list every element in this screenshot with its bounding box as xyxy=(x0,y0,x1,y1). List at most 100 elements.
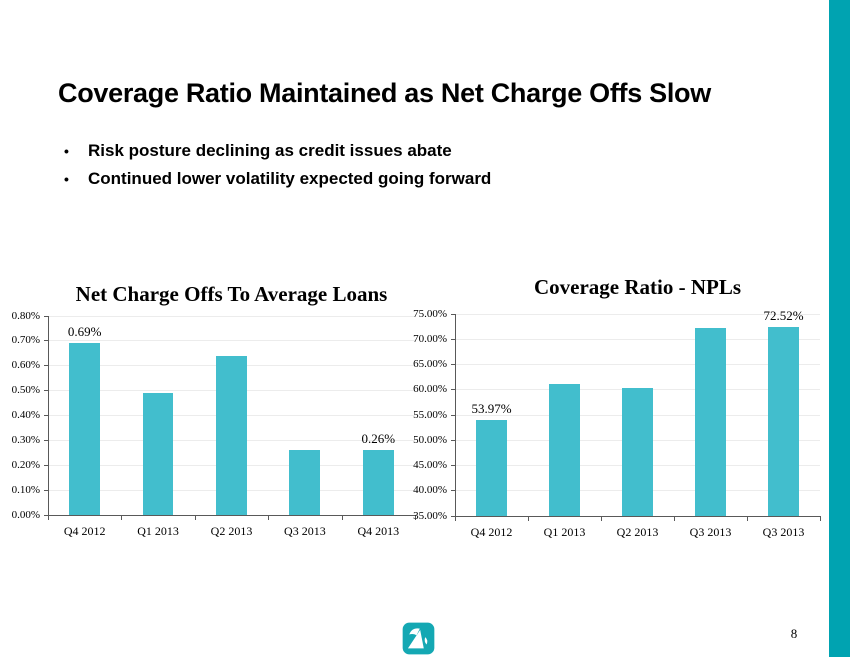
y-tick-mark xyxy=(451,338,455,340)
y-axis-tick-label: 35.00% xyxy=(413,509,447,522)
y-axis-tick-label: 65.00% xyxy=(413,358,447,370)
data-label: 0.26% xyxy=(361,431,396,447)
x-tick-mark xyxy=(601,517,602,521)
bar xyxy=(289,450,321,515)
y-tick-mark xyxy=(451,313,455,315)
x-axis-category-label: Q1 2013 xyxy=(543,525,586,539)
y-axis-tick-label: 0.60% xyxy=(11,359,40,372)
y-tick-mark xyxy=(44,365,48,367)
y-axis-line xyxy=(48,316,49,515)
x-axis-category-label: Q4 2013 xyxy=(357,524,400,538)
chart-coverage-ratio: Coverage Ratio - NPLs 35.00% 40.00% 45.00%… xyxy=(413,268,830,560)
bullet-item: • Continued lower volatility expected go… xyxy=(62,168,702,190)
bar xyxy=(362,450,394,515)
gridline xyxy=(455,313,820,315)
y-tick-mark xyxy=(451,389,455,391)
y-axis-tick-label: 55.00% xyxy=(413,408,447,421)
x-tick-mark xyxy=(194,516,196,520)
x-tick-mark xyxy=(268,516,270,520)
y-axis-tick-label: 0.30% xyxy=(11,433,40,446)
y-tick-mark xyxy=(44,390,48,392)
y-axis-line xyxy=(455,314,456,516)
y-axis-tick-label: 0.20% xyxy=(11,458,40,471)
y-axis-tick-label: 75.00% xyxy=(413,307,447,320)
gridline xyxy=(48,315,415,317)
gridline xyxy=(455,364,820,365)
x-tick-mark xyxy=(48,516,49,520)
logo-sail-large xyxy=(407,629,424,649)
bullet-dot: • xyxy=(64,143,69,159)
x-axis-line xyxy=(455,516,821,517)
data-label: 0.69% xyxy=(67,324,102,340)
logo-droplet xyxy=(424,637,428,645)
y-axis-tick-label: 0.00% xyxy=(11,508,40,521)
x-tick-mark xyxy=(528,517,529,521)
x-tick-mark xyxy=(121,516,123,520)
x-axis-category-label: Q2 2013 xyxy=(210,524,253,538)
y-axis-tick-label: 0.50% xyxy=(11,384,40,397)
x-axis-category-label: Q1 2013 xyxy=(137,524,179,538)
bullet-list: • Risk posture declining as credit issue… xyxy=(62,140,702,196)
y-tick-mark xyxy=(44,415,48,416)
bar xyxy=(69,343,101,515)
y-tick-mark xyxy=(44,340,48,342)
y-axis-tick-label: 40.00% xyxy=(413,484,447,497)
x-tick-mark xyxy=(747,517,748,521)
x-axis-category-label: Q3 2013 xyxy=(762,525,805,539)
y-tick-mark xyxy=(44,439,48,441)
page-number: 8 xyxy=(790,626,798,641)
data-label: 72.52% xyxy=(763,307,804,323)
y-axis-tick-label: 60.00% xyxy=(413,383,447,396)
chart-title: Coverage Ratio - NPLs xyxy=(533,275,742,299)
y-tick-mark xyxy=(451,364,455,365)
y-axis-tick-label: 50.00% xyxy=(413,433,447,446)
bar xyxy=(549,383,580,516)
chart-net-charge-offs: Net Charge Offs To Average Loans 0.00% 0.… xyxy=(0,268,430,560)
y-tick-mark xyxy=(44,464,48,466)
bullet-dot: • xyxy=(64,171,69,187)
bar xyxy=(216,355,247,515)
y-axis-tick-label: 45.00% xyxy=(413,459,447,471)
bullet-text: Continued lower volatility expected goin… xyxy=(88,169,492,188)
y-tick-mark xyxy=(451,515,455,517)
y-tick-mark xyxy=(451,490,455,492)
y-axis-tick-label: 0.40% xyxy=(11,409,40,421)
bar xyxy=(476,420,507,516)
logo-sail-small xyxy=(409,628,420,636)
y-tick-mark xyxy=(451,439,455,441)
bullet-item: • Risk posture declining as credit issue… xyxy=(62,140,702,162)
x-axis-category-label: Q4 2012 xyxy=(63,524,106,538)
x-tick-mark xyxy=(674,517,675,521)
x-axis-category-label: Q3 2013 xyxy=(284,524,326,538)
gridline xyxy=(455,338,820,340)
y-tick-mark xyxy=(44,514,48,516)
gridline xyxy=(48,340,415,342)
y-tick-mark xyxy=(44,489,48,491)
x-tick-mark xyxy=(820,517,821,521)
x-tick-mark xyxy=(415,516,416,520)
x-axis-category-label: Q2 2013 xyxy=(616,525,659,539)
bar xyxy=(142,393,174,515)
y-tick-mark xyxy=(451,414,455,416)
x-axis-line xyxy=(48,515,416,516)
y-axis-tick-label: 0.80% xyxy=(11,309,40,322)
x-axis-category-label: Q4 2012 xyxy=(470,525,513,539)
company-logo-icon xyxy=(402,622,435,655)
data-label: 53.97% xyxy=(471,401,512,417)
bar xyxy=(695,327,726,516)
x-axis-category-label: Q3 2013 xyxy=(689,525,732,539)
bullet-text: Risk posture declining as credit issues … xyxy=(88,141,452,160)
x-tick-mark xyxy=(455,517,456,521)
y-axis-tick-label: 0.10% xyxy=(11,483,40,496)
bar xyxy=(768,326,799,516)
slide-title: Coverage Ratio Maintained as Net Charge … xyxy=(58,78,711,109)
y-tick-mark xyxy=(44,315,48,317)
right-accent-stripe xyxy=(829,0,850,657)
chart-title: Net Charge Offs To Average Loans xyxy=(75,282,388,306)
y-axis-tick-label: 70.00% xyxy=(413,332,447,345)
y-tick-mark xyxy=(451,465,455,466)
x-tick-mark xyxy=(341,516,343,520)
bar xyxy=(622,387,653,516)
y-axis-tick-label: 0.70% xyxy=(11,334,40,347)
